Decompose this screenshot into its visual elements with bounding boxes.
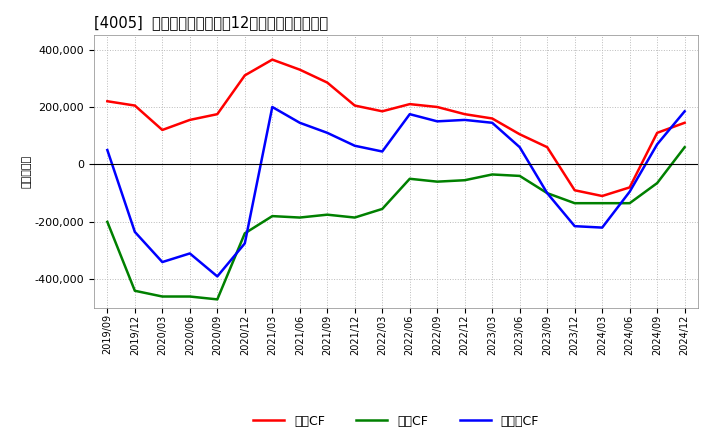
営業CF [351,103,359,108]
フリーCF [405,111,414,117]
フリーCF [351,143,359,148]
フリーCF [543,191,552,196]
フリーCF [488,120,497,125]
フリーCF [516,145,524,150]
投資CF [295,215,304,220]
投資CF [378,206,387,212]
フリーCF [130,229,139,235]
Y-axis label: （百万円）: （百万円） [22,155,32,188]
フリーCF [295,120,304,125]
営業CF [653,130,662,136]
フリーCF [598,225,606,230]
フリーCF [103,147,112,153]
フリーCF [323,130,332,136]
営業CF [488,116,497,121]
フリーCF [570,224,579,229]
投資CF [488,172,497,177]
営業CF [130,103,139,108]
フリーCF [653,142,662,147]
投資CF [653,180,662,186]
投資CF [516,173,524,179]
営業CF [626,185,634,190]
フリーCF [268,104,276,110]
投資CF [240,231,249,236]
投資CF [213,297,222,302]
投資CF [103,219,112,224]
営業CF [543,145,552,150]
営業CF [323,80,332,85]
営業CF [295,67,304,72]
投資CF [543,191,552,196]
投資CF [433,179,441,184]
営業CF [405,102,414,107]
営業CF [460,111,469,117]
営業CF [186,117,194,123]
営業CF [158,127,166,132]
フリーCF [680,109,689,114]
投資CF [158,294,166,299]
Line: フリーCF: フリーCF [107,107,685,276]
Text: [4005]  キャッシュフローの12か月移動合計の推移: [4005] キャッシュフローの12か月移動合計の推移 [94,15,328,30]
フリーCF [433,119,441,124]
営業CF [378,109,387,114]
営業CF [268,57,276,62]
フリーCF [460,117,469,123]
投資CF [323,212,332,217]
営業CF [570,187,579,193]
Line: 投資CF: 投資CF [107,147,685,299]
投資CF [626,201,634,206]
営業CF [680,120,689,125]
フリーCF [626,189,634,194]
フリーCF [158,260,166,265]
Line: 営業CF: 営業CF [107,59,685,196]
投資CF [186,294,194,299]
営業CF [240,73,249,78]
Legend: 営業CF, 投資CF, フリーCF: 営業CF, 投資CF, フリーCF [248,410,544,433]
投資CF [460,178,469,183]
フリーCF [186,251,194,256]
営業CF [433,104,441,110]
営業CF [213,111,222,117]
投資CF [268,213,276,219]
フリーCF [213,274,222,279]
営業CF [103,99,112,104]
営業CF [516,132,524,137]
投資CF [680,145,689,150]
営業CF [598,193,606,198]
フリーCF [240,241,249,246]
投資CF [351,215,359,220]
投資CF [570,201,579,206]
投資CF [405,176,414,181]
投資CF [598,201,606,206]
投資CF [130,288,139,293]
フリーCF [378,149,387,154]
